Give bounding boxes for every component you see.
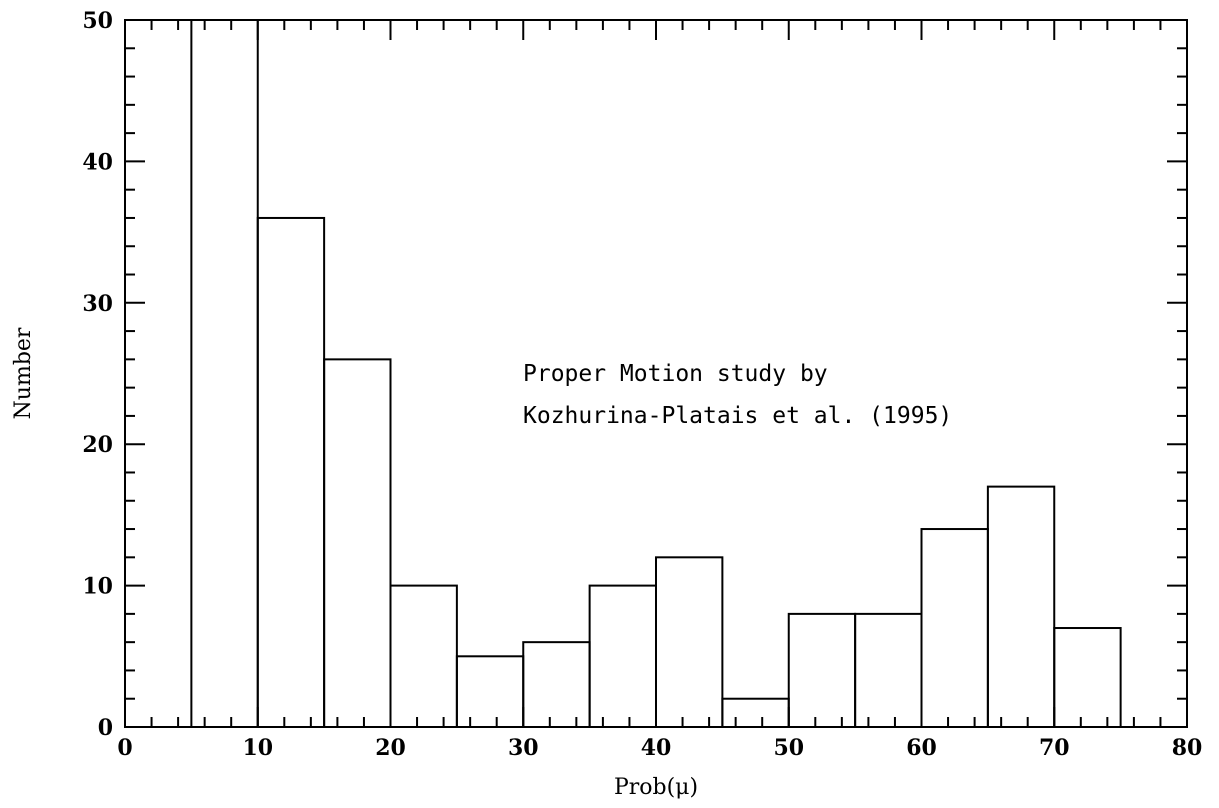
histogram-bar: [522, 641, 591, 728]
y-tick-label: 40: [82, 149, 113, 175]
histogram-bar: [920, 528, 989, 728]
histogram-bar: [389, 584, 458, 728]
annotation-line-2: Kozhurina-Platais et al. (1995): [523, 403, 952, 429]
histogram-bar: [986, 485, 1056, 728]
x-tick-label: 80: [1172, 735, 1203, 761]
x-axis-label: Prob(μ): [614, 775, 698, 800]
histogram-bar: [190, 19, 259, 728]
plot-frame: [124, 19, 1188, 728]
x-tick-label: 20: [375, 735, 406, 761]
y-tick-label: 10: [82, 574, 113, 600]
histogram-bar: [787, 612, 857, 729]
y-axis-label: Number: [11, 327, 36, 419]
x-tick-label: 50: [773, 735, 804, 761]
x-tick-label: 60: [906, 735, 937, 761]
annotation-line-1: Proper Motion study by: [523, 361, 828, 387]
histogram-bar: [1053, 627, 1122, 729]
histogram-bar: [323, 358, 392, 728]
x-tick-label: 10: [242, 735, 273, 761]
x-tick-label: 0: [117, 735, 132, 761]
histogram-bar: [854, 612, 923, 729]
histogram-bar: [655, 556, 724, 728]
histogram-bar: [256, 216, 326, 729]
x-tick-label: 40: [641, 735, 672, 761]
histogram-bar: [721, 697, 790, 728]
histogram-bar: [455, 655, 525, 728]
x-tick-label: 70: [1039, 735, 1070, 761]
x-tick-label: 30: [508, 735, 539, 761]
histogram-bar: [588, 584, 657, 728]
y-tick-label: 0: [98, 715, 113, 741]
y-tick-label: 30: [82, 291, 113, 317]
x-tick-labels: 0 10 20 30 40 50 60 70 80: [117, 735, 1202, 761]
y-tick-labels: 0 10 20 30 40 50: [82, 8, 113, 741]
y-tick-label: 50: [82, 8, 113, 34]
axis-ticks: [124, 19, 1188, 728]
y-tick-label: 20: [82, 432, 113, 458]
